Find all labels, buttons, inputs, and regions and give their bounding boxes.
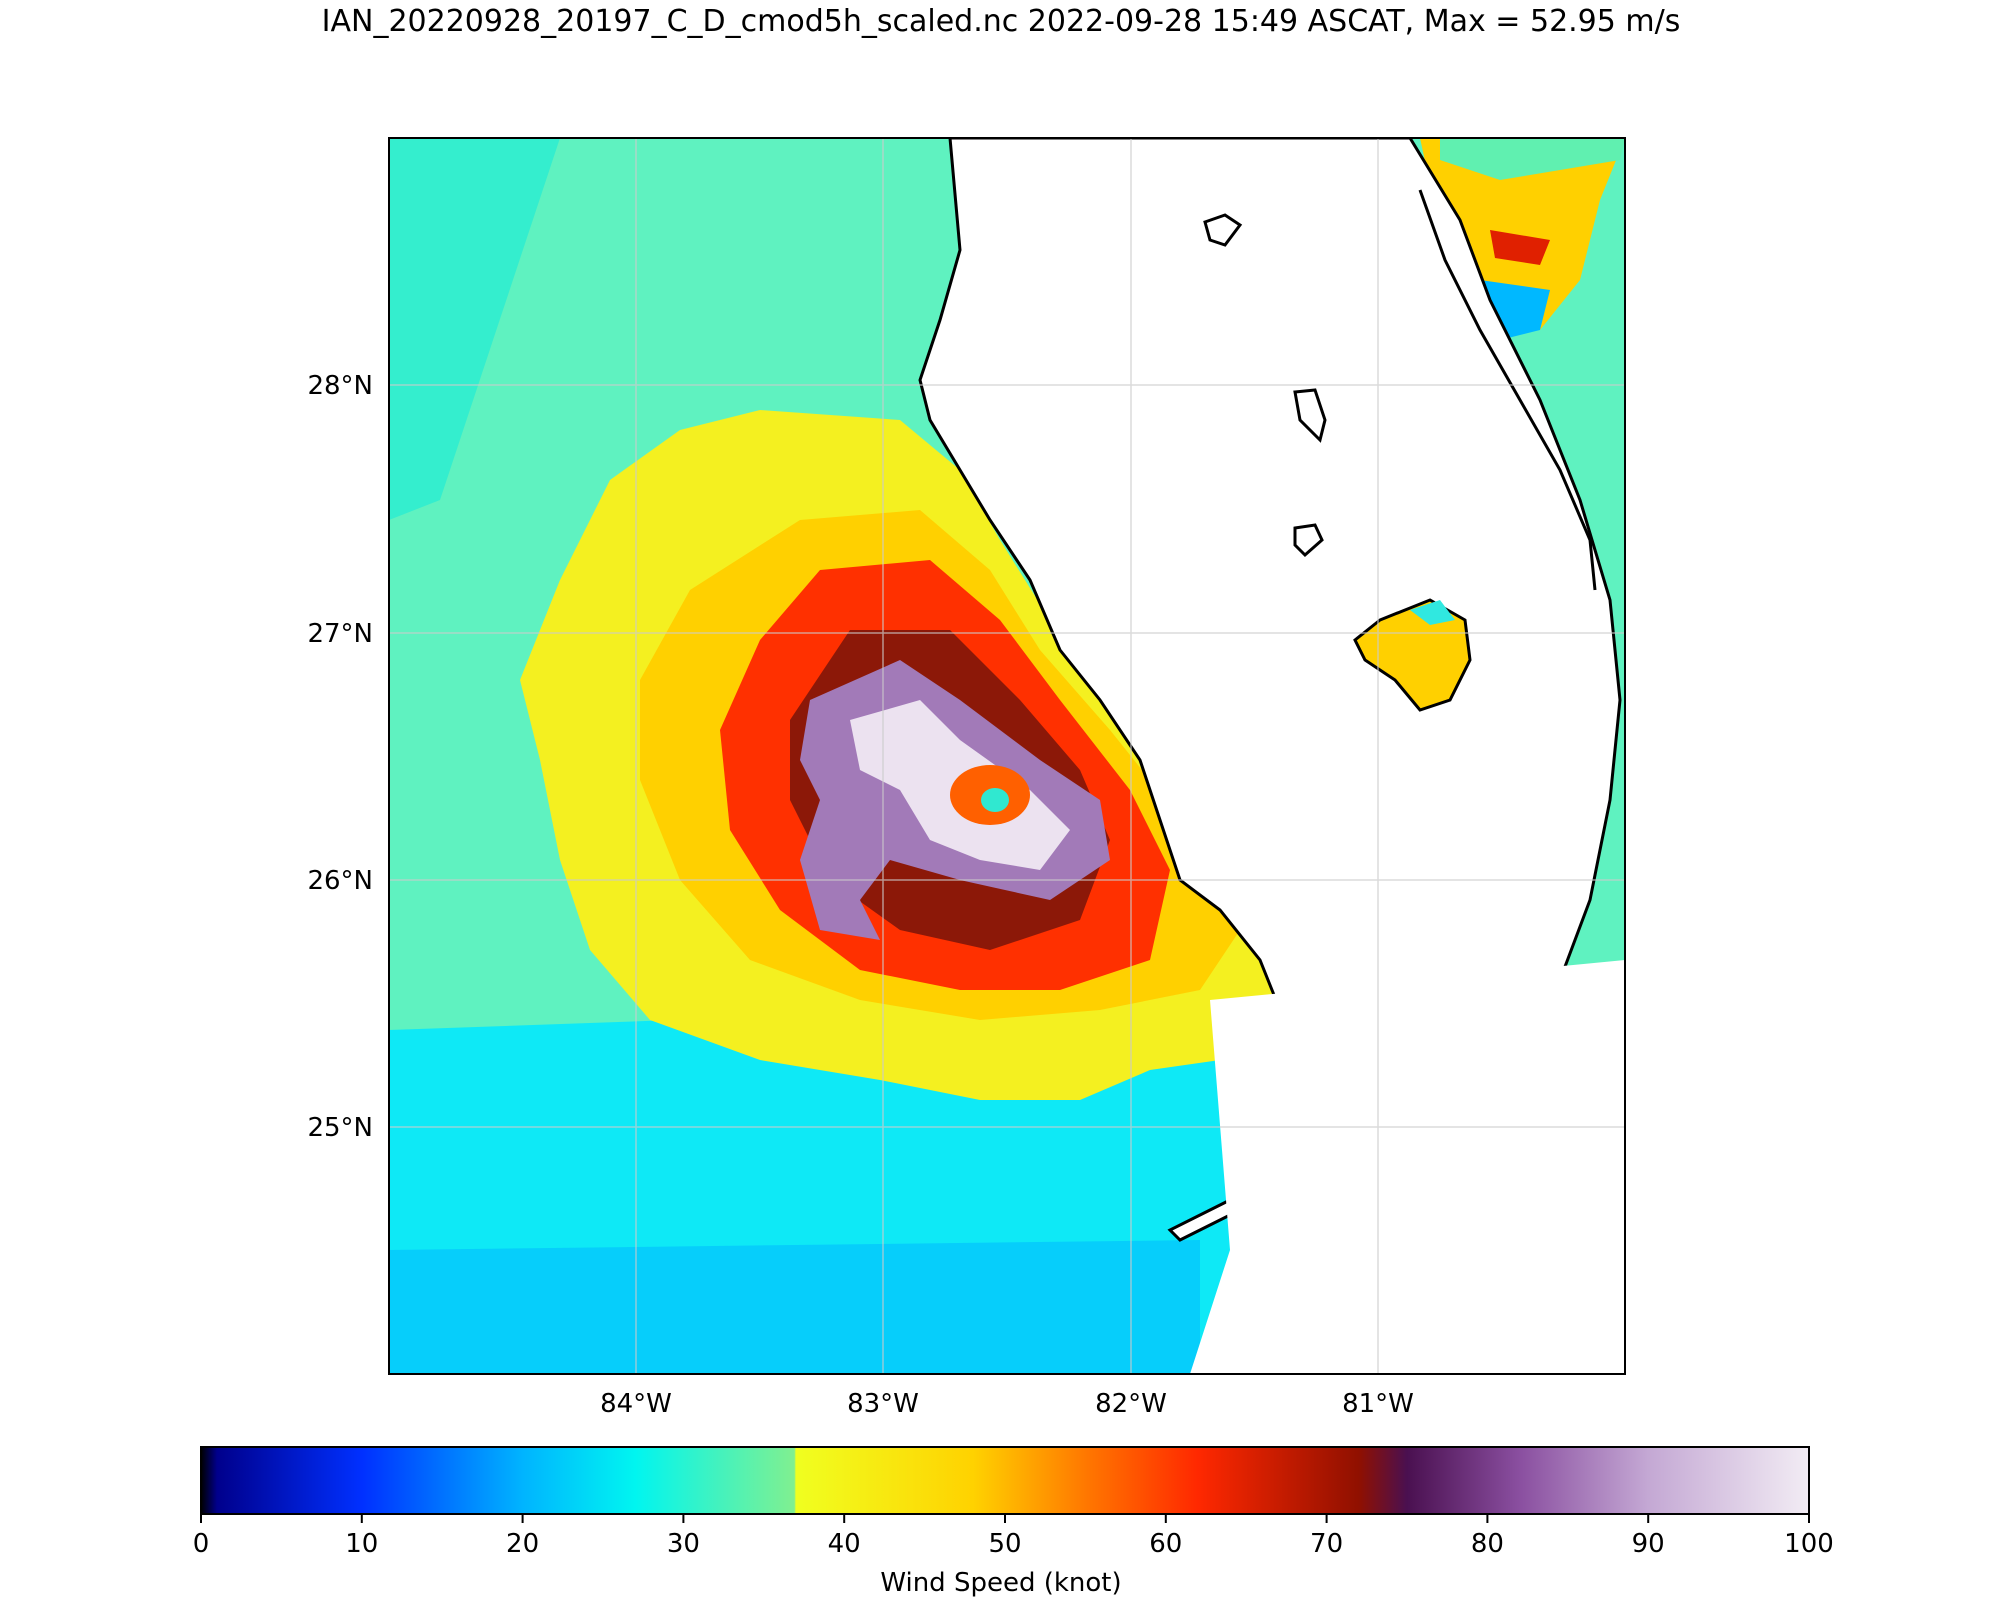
lat-label: 27°N (307, 619, 373, 649)
lon-label: 83°W (847, 1389, 919, 1419)
atlantic-swath (1420, 138, 1625, 330)
colorbar-tick-label: 20 (506, 1529, 539, 1559)
colorbar-tick-label: 50 (988, 1529, 1021, 1559)
colorbar-ticks: 0 10 20 30 40 50 60 70 80 90 100 (193, 1514, 1834, 1559)
colorbar-tick-label: 100 (1784, 1529, 1834, 1559)
lon-label: 82°W (1095, 1389, 1167, 1419)
lat-label: 25°N (307, 1113, 373, 1143)
colorbar-tick-label: 40 (828, 1529, 861, 1559)
map-frame (388, 137, 1626, 1375)
colorbar-tick-label: 80 (1471, 1529, 1504, 1559)
graticule (389, 138, 1625, 1374)
colorbar-tick-label: 90 (1632, 1529, 1665, 1559)
colorbar-label: Wind Speed (knot) (880, 1568, 1122, 1598)
colorbar-bar (200, 1446, 1810, 1515)
wind-field-layer (389, 138, 1625, 1374)
colorbar-tick-label: 10 (345, 1529, 378, 1559)
lake-2 (1293, 388, 1327, 443)
east-coast-barrier (1418, 189, 1597, 591)
lake-okeechobee-cyan (1410, 600, 1455, 625)
storm-eye-center (981, 788, 1009, 812)
southeast-land (1190, 960, 1625, 1374)
south-blue-zone (389, 1240, 1200, 1374)
lon-label: 84°W (600, 1389, 672, 1419)
latitude-labels: 28°N 27°N 26°N 25°N (307, 371, 373, 1143)
colorbar-tick-label: 30 (667, 1529, 700, 1559)
lat-label: 28°N (307, 371, 373, 401)
page-title: IAN_20220928_20197_C_D_cmod5h_scaled.nc … (321, 4, 1681, 39)
longitude-labels: 84°W 83°W 82°W 81°W (600, 1389, 1414, 1419)
colorbar: 0 10 20 30 40 50 60 70 80 90 100 (193, 1446, 1834, 1559)
lake-1 (1203, 213, 1243, 247)
northwest-cyan-zone (389, 138, 560, 520)
atlantic-swath-red (1490, 230, 1550, 265)
colorbar-tick-label: 70 (1310, 1529, 1343, 1559)
lon-label: 81°W (1342, 1389, 1414, 1419)
atlantic-swath-green (1440, 138, 1625, 180)
colorbar-tick-label: 60 (1149, 1529, 1182, 1559)
colorbar-tick-label: 0 (193, 1529, 210, 1559)
lat-label: 26°N (307, 866, 373, 896)
lake-3 (1293, 523, 1324, 558)
